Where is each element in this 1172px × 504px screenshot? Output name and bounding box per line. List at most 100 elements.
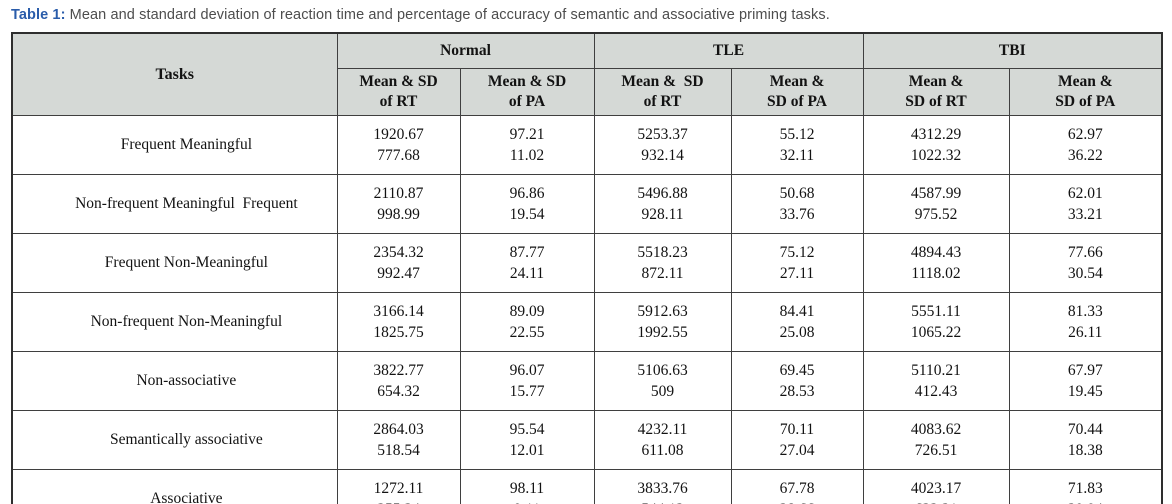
table-row: Non-associative 3822.77 654.32 96.07 15.… bbox=[11, 351, 1163, 411]
sd-value: 975.52 bbox=[914, 206, 958, 223]
sd-value: 992.47 bbox=[377, 265, 420, 282]
mean-value: 3833.76 bbox=[637, 480, 688, 497]
mean-value: 50.68 bbox=[779, 185, 815, 202]
tbi-pa-cell: 62.97 36.22 bbox=[1008, 115, 1163, 175]
sd-value: 33.76 bbox=[779, 206, 815, 223]
sd-value: 19.45 bbox=[1067, 383, 1103, 400]
sd-value: 928.11 bbox=[641, 206, 684, 223]
tle-rt-cell: 4232.11 611.08 bbox=[593, 410, 732, 470]
mean-value: 96.07 bbox=[509, 362, 545, 379]
sd-value: 932.14 bbox=[641, 147, 684, 164]
mean-value: 89.09 bbox=[509, 303, 545, 320]
column-header-line: SD of PA bbox=[1055, 93, 1116, 110]
mean-value: 70.44 bbox=[1067, 421, 1103, 438]
mean-value: 4587.99 bbox=[910, 185, 962, 202]
sd-value: 27.11 bbox=[779, 265, 815, 282]
column-header-line: Mean & bbox=[908, 73, 964, 90]
mean-value: 77.66 bbox=[1067, 244, 1103, 261]
normal-pa-cell: 97.21 11.02 bbox=[459, 115, 595, 175]
normal-pa-cell: 95.54 12.01 bbox=[459, 410, 595, 470]
mean-value: 75.12 bbox=[779, 244, 815, 261]
task-label: Frequent Non-Meaningful bbox=[104, 254, 268, 271]
sd-value: 1065.22 bbox=[910, 324, 962, 341]
normal-pa-cell: 89.09 22.55 bbox=[459, 292, 595, 352]
group-header-tbi: TBI bbox=[862, 32, 1163, 69]
normal-pa-cell: 87.77 24.11 bbox=[459, 233, 595, 293]
mean-value: 2110.87 bbox=[373, 185, 424, 202]
normal-rt-cell: 2110.87 998.99 bbox=[336, 174, 461, 234]
task-cell: Non-frequent Meaningful Frequent bbox=[11, 174, 338, 234]
sd-value: 654.32 bbox=[377, 383, 420, 400]
tbi-rt-cell: 5110.21 412.43 bbox=[862, 351, 1010, 411]
tle-rt-cell: 3833.76 544.12 bbox=[593, 469, 732, 504]
column-header-line: SD of PA bbox=[767, 93, 828, 110]
sd-value: 1118.02 bbox=[911, 265, 961, 282]
tbi-rt-cell: 4083.62 726.51 bbox=[862, 410, 1010, 470]
mean-value: 4232.11 bbox=[637, 421, 688, 438]
sd-value: 998.99 bbox=[377, 206, 420, 223]
mean-value: 5551.11 bbox=[911, 303, 961, 320]
mean-value: 71.83 bbox=[1067, 480, 1103, 497]
tle-rt-cell: 5518.23 872.11 bbox=[593, 233, 732, 293]
mean-value: 5110.21 bbox=[911, 362, 961, 379]
table-row: Frequent Non-Meaningful 2354.32 992.47 8… bbox=[11, 233, 1163, 293]
mean-value: 4312.29 bbox=[910, 126, 962, 143]
sd-value: 28.66 bbox=[736, 499, 859, 504]
column-header-line: Mean & SD bbox=[359, 73, 438, 90]
column-header-line: of RT bbox=[379, 93, 418, 110]
tbi-pa-cell: 77.66 30.54 bbox=[1008, 233, 1163, 293]
tbi-rt-cell: 4894.43 1118.02 bbox=[862, 233, 1010, 293]
sd-value: 872.11 bbox=[641, 265, 684, 282]
sd-value: 24.11 bbox=[509, 265, 545, 282]
mean-value: 2864.03 bbox=[373, 421, 424, 438]
column-header-line: SD of RT bbox=[905, 93, 967, 110]
group-header-normal: Normal bbox=[336, 32, 595, 69]
mean-value: 97.21 bbox=[509, 126, 545, 143]
sd-value: 29.94 bbox=[1014, 499, 1158, 504]
group-header-tle: TLE bbox=[593, 32, 864, 69]
tbi-pa-cell: 70.44 18.38 bbox=[1008, 410, 1163, 470]
mean-value: 69.45 bbox=[779, 362, 815, 379]
mean-value: 87.77 bbox=[509, 244, 545, 261]
tle-rt-cell: 5496.88 928.11 bbox=[593, 174, 732, 234]
mean-value: 4023.17 bbox=[910, 480, 962, 497]
task-cell: Frequent Meaningful bbox=[11, 115, 338, 175]
normal-rt-cell: 1920.67 777.68 bbox=[336, 115, 461, 175]
column-header-tbi-rt: Mean & SD of RT bbox=[862, 68, 1010, 116]
column-header-line: Mean & bbox=[1057, 73, 1113, 90]
column-header-line: of RT bbox=[643, 93, 682, 110]
mean-value: 1272.11 bbox=[373, 480, 424, 497]
normal-rt-cell: 3166.14 1825.75 bbox=[336, 292, 461, 352]
sd-value: 12.01 bbox=[509, 442, 545, 459]
mean-value: 5912.63 bbox=[637, 303, 688, 320]
mean-value: 4894.43 bbox=[910, 244, 962, 261]
sd-value: 544.12 bbox=[599, 499, 727, 504]
sd-value: 33.21 bbox=[1067, 206, 1103, 223]
table-header: Tasks Normal TLE TBI Mean & SD of RT Mea… bbox=[11, 32, 1163, 116]
task-label: Non-associative bbox=[136, 372, 237, 389]
tle-rt-cell: 5912.63 1992.55 bbox=[593, 292, 732, 352]
task-label: Associative bbox=[150, 490, 223, 504]
mean-value: 4083.62 bbox=[910, 421, 962, 438]
sd-value: 412.43 bbox=[914, 383, 958, 400]
mean-value: 98.11 bbox=[509, 480, 545, 497]
sd-value: 22.55 bbox=[509, 324, 545, 341]
normal-pa-cell: 96.07 15.77 bbox=[459, 351, 595, 411]
column-header-tle-pa: Mean & SD of PA bbox=[730, 68, 864, 116]
tle-pa-cell: 84.41 25.08 bbox=[730, 292, 864, 352]
sd-value: 9.11 bbox=[465, 499, 590, 504]
sd-value: 26.11 bbox=[1068, 324, 1103, 341]
sd-value: 509 bbox=[650, 383, 675, 400]
column-header-line: Mean & SD bbox=[621, 73, 704, 90]
table-caption-label: Table 1: bbox=[11, 7, 66, 23]
sd-value: 518.54 bbox=[377, 442, 420, 459]
normal-rt-cell: 2354.32 992.47 bbox=[336, 233, 461, 293]
mean-value: 3166.14 bbox=[373, 303, 424, 320]
table-caption: Table 1: Mean and standard deviation of … bbox=[11, 7, 1172, 23]
task-cell: Frequent Non-Meaningful bbox=[11, 233, 338, 293]
task-cell: Semantically associative bbox=[11, 410, 338, 470]
sd-value: 622.21 bbox=[868, 499, 1005, 504]
table-row: Associative 1272.11 355.34 98.11 9.11 38… bbox=[11, 469, 1163, 504]
tle-pa-cell: 70.11 27.04 bbox=[730, 410, 864, 470]
priming-results-table: Tasks Normal TLE TBI Mean & SD of RT Mea… bbox=[11, 32, 1164, 504]
